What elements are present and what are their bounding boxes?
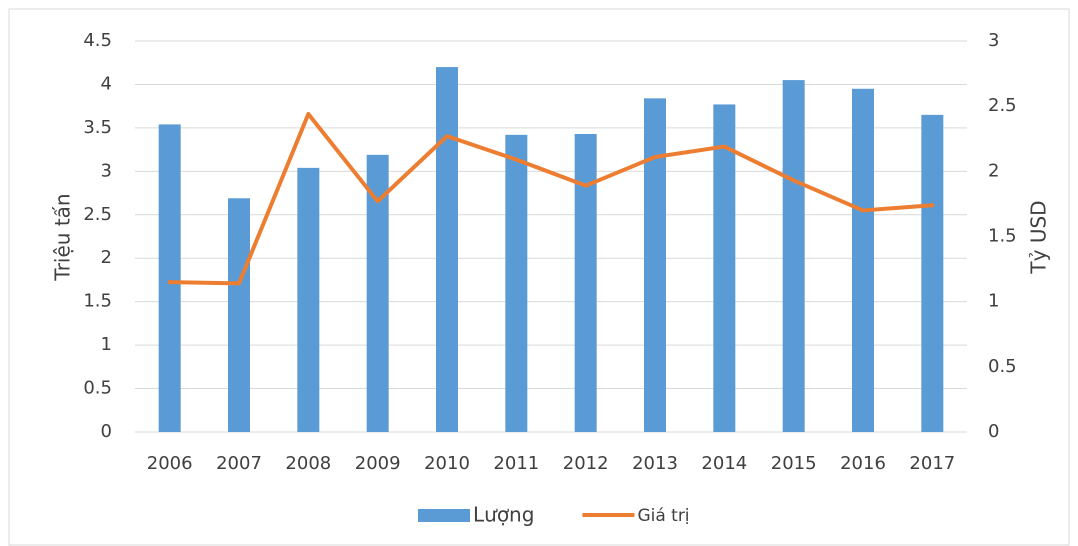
y2-tick-label: 2.5 xyxy=(988,95,1017,116)
bar xyxy=(782,80,805,432)
x-tick-label: 2009 xyxy=(355,453,401,474)
x-tick-label: 2012 xyxy=(563,453,609,474)
y-tick-label: 3.5 xyxy=(83,117,112,138)
x-tick-label: 2017 xyxy=(909,453,955,474)
y-tick-label: 0 xyxy=(101,421,112,442)
legend-label: Lượng xyxy=(473,503,534,527)
x-tick-label: 2011 xyxy=(493,453,539,474)
legend-swatch xyxy=(418,509,470,522)
bar xyxy=(505,134,528,432)
bar xyxy=(158,124,181,432)
y-tick-label: 4.5 xyxy=(83,30,112,51)
bar xyxy=(713,104,736,432)
x-tick-label: 2007 xyxy=(216,453,262,474)
x-tick-label: 2016 xyxy=(840,453,886,474)
y2-tick-label: 1 xyxy=(988,291,999,312)
bar xyxy=(852,88,874,433)
y2-tick-label: 1.5 xyxy=(988,226,1017,247)
y2-tick-label: 3 xyxy=(988,30,999,51)
legend-label: Giá trị xyxy=(637,506,689,526)
x-tick-label: 2008 xyxy=(285,453,331,474)
y-tick-label: 4 xyxy=(101,73,112,94)
y-tick-label: 1 xyxy=(101,334,112,355)
y-tick-label: 3 xyxy=(101,160,112,181)
bar xyxy=(436,67,458,433)
bar xyxy=(228,198,250,432)
y-tick-label: 0.5 xyxy=(83,378,112,399)
bar xyxy=(644,98,666,432)
y2-tick-label: 2 xyxy=(988,160,999,181)
y2-tick-label: 0 xyxy=(988,421,999,442)
x-tick-label: 2006 xyxy=(147,453,193,474)
bar xyxy=(366,154,389,432)
x-tick-label: 2013 xyxy=(632,453,678,474)
x-tick-label: 2010 xyxy=(424,453,470,474)
y2-axis-label: Tỷ USD xyxy=(1027,200,1051,274)
bar xyxy=(297,167,320,432)
chart-border xyxy=(8,8,1070,546)
y-tick-label: 2.5 xyxy=(83,204,112,225)
y-tick-label: 2 xyxy=(101,247,112,268)
x-tick-label: 2015 xyxy=(771,453,817,474)
line xyxy=(167,111,935,286)
y2-tick-label: 0.5 xyxy=(988,356,1017,377)
y-axis-label: Triệu tấn xyxy=(51,193,75,281)
bar xyxy=(921,114,944,432)
x-tick-label: 2014 xyxy=(701,453,747,474)
y-tick-label: 1.5 xyxy=(83,291,112,312)
bar xyxy=(574,133,597,432)
